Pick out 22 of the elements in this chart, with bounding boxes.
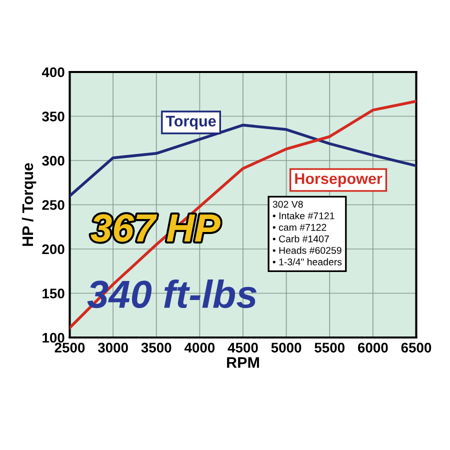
x-axis-title: RPM <box>227 357 259 368</box>
x-tick-label: 2500 <box>54 342 85 353</box>
x-tick-label: 3500 <box>141 342 172 353</box>
x-tick-label: 5500 <box>314 342 345 353</box>
x-tick-label: 6500 <box>401 342 432 353</box>
y-tick-label: 150 <box>42 288 64 298</box>
x-tick-label: 5000 <box>271 342 302 353</box>
series-label: Torque <box>166 116 216 130</box>
y-tick-label: 400 <box>42 67 64 78</box>
x-tick-label: 3000 <box>98 342 128 353</box>
x-tick-label: 4500 <box>228 342 258 353</box>
y-tick-label: 350 <box>42 112 64 122</box>
annotation: 302 V8 • Intake #7121 • cam #7122 • Carb #1407 • Heads #60259 • 1-3/4" headers <box>272 200 342 266</box>
y-tick-label: 250 <box>42 200 64 210</box>
y-tick-label: 100 <box>42 332 64 343</box>
y-tick-label: 300 <box>42 156 64 166</box>
y-axis-title: HP / Torque <box>22 163 36 246</box>
series-label: Horsepower <box>295 173 382 188</box>
x-tick-label: 4000 <box>184 342 215 353</box>
line-series <box>70 100 416 330</box>
y-tick-label: 200 <box>42 244 64 254</box>
x-tick-label: 6000 <box>358 342 388 353</box>
